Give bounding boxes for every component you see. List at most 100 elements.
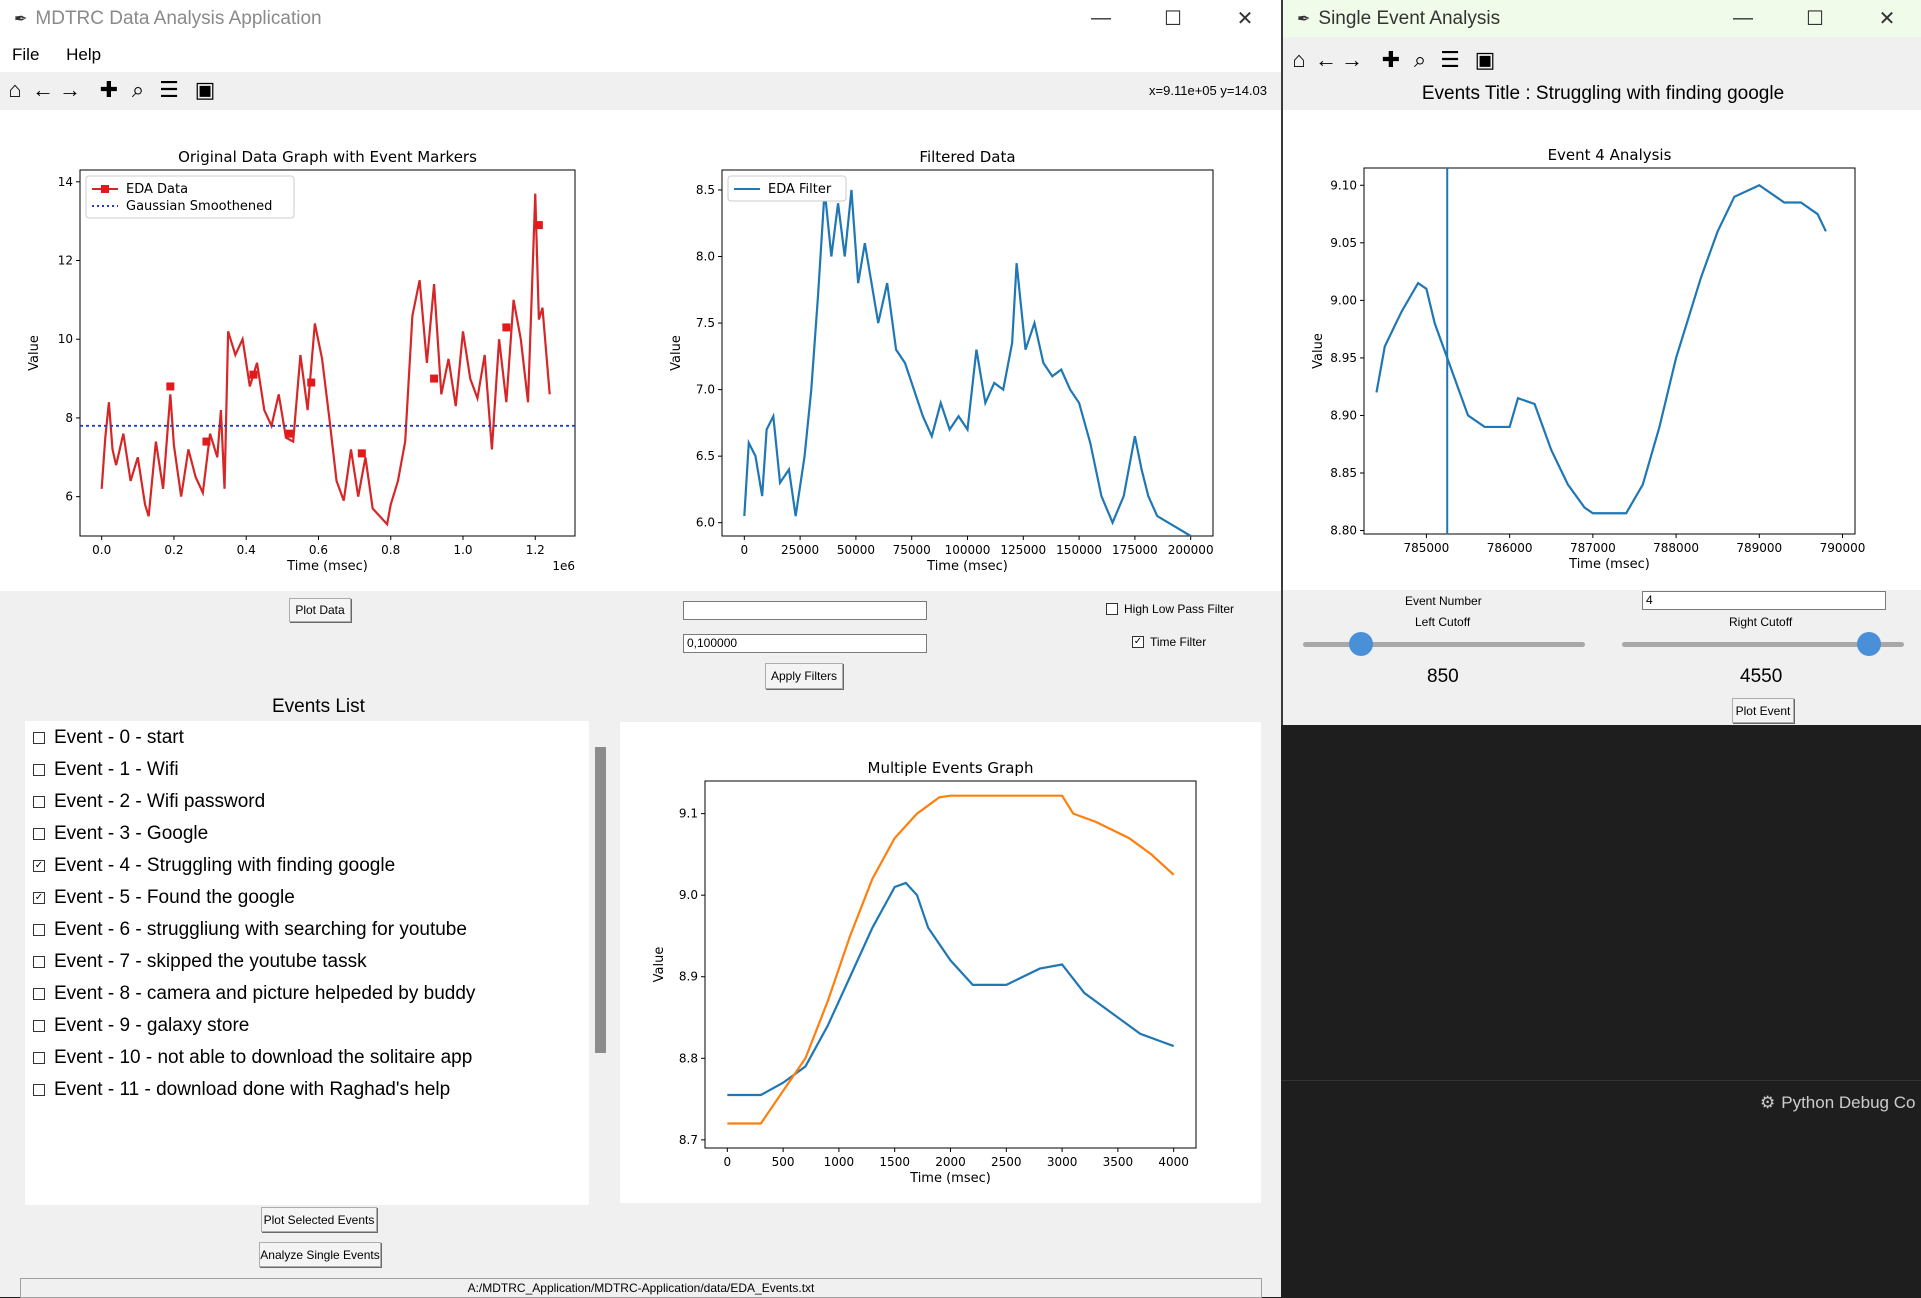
filter-entry-1[interactable]: [683, 601, 927, 620]
list-item[interactable]: Event - 10 - not able to download the so…: [33, 1047, 472, 1069]
event-checkbox[interactable]: ✓: [33, 892, 45, 904]
multiple-events-chart: Multiple Events Graph 0 500 1000 1500 2000 250…: [652, 759, 1197, 1186]
home-icon[interactable]: ⌂: [1292, 47, 1306, 72]
event-marker: [307, 378, 316, 387]
pan-icon[interactable]: ✚: [1381, 47, 1401, 72]
event-checkbox[interactable]: [33, 924, 45, 936]
pan-icon[interactable]: ✚: [99, 77, 119, 102]
events-scrollbar[interactable]: [595, 747, 606, 1053]
list-item[interactable]: Event - 1 - Wifi: [33, 759, 179, 781]
minimize-icon[interactable]: —: [1091, 7, 1111, 29]
python-debug-status[interactable]: ⚙ Python Debug Co: [1760, 1093, 1915, 1113]
event-analysis-chart: Event 4 Analysis 785000 786000 787000 788000…: [1311, 146, 1865, 572]
x-tick-label: 0.0: [92, 543, 111, 557]
event-checkbox[interactable]: [33, 828, 45, 840]
plot-event-button[interactable]: Plot Event: [1732, 698, 1794, 723]
event-label: Event - 5 - Found the google: [54, 887, 295, 908]
right-cutoff-slider[interactable]: [1622, 632, 1904, 656]
event-label: Event - 7 - skipped the youtube tassk: [54, 951, 367, 972]
x-axis-label: Time (msec): [1568, 557, 1650, 572]
menu-file[interactable]: File: [12, 45, 40, 64]
plot-data-button[interactable]: Plot Data: [289, 598, 351, 622]
event-label: Event - 2 - Wifi password: [54, 791, 266, 812]
series-line: [727, 881, 1175, 1097]
main-window: ✒ MDTRC Data Analysis Application — ☐ ✕ …: [0, 0, 1281, 1298]
list-item[interactable]: Event - 3 - Google: [33, 823, 208, 845]
event-checkbox[interactable]: [33, 956, 45, 968]
x-tick-label: 200000: [1168, 543, 1214, 557]
list-item[interactable]: Event - 0 - start: [33, 727, 184, 749]
legend-label: EDA Filter: [768, 182, 832, 197]
chart-title: Original Data Graph with Event Markers: [178, 148, 477, 166]
y-tick-label: 8.0: [696, 250, 715, 264]
home-icon[interactable]: ⌂: [8, 77, 22, 102]
event-number-input[interactable]: 4: [1642, 591, 1886, 610]
list-item[interactable]: Event - 7 - skipped the youtube tassk: [33, 951, 367, 973]
x-tick-label: 125000: [1000, 543, 1046, 557]
event-marker: [430, 374, 439, 383]
back-arrow-icon[interactable]: ←: [32, 77, 54, 102]
y-axis-label: Value: [1311, 333, 1326, 369]
left-cutoff-slider[interactable]: [1303, 632, 1585, 656]
events-list[interactable]: Event - 0 - start Event - 1 - Wifi Event -…: [25, 721, 589, 1205]
minimize-icon[interactable]: —: [1733, 7, 1753, 29]
list-item[interactable]: Event - 11 - download done with Raghad's…: [33, 1079, 450, 1101]
forward-arrow-icon[interactable]: →: [1341, 47, 1363, 72]
forward-arrow-icon[interactable]: →: [59, 77, 81, 102]
configure-subplots-icon[interactable]: ☰: [159, 77, 179, 102]
list-item[interactable]: ✓ Event - 4 - Struggling with finding goo…: [33, 855, 395, 877]
plot-frame: [1363, 167, 1856, 535]
plot-selected-events-button[interactable]: Plot Selected Events: [261, 1207, 377, 1232]
event-checkbox[interactable]: [33, 1052, 45, 1064]
slider-handle[interactable]: [1349, 632, 1374, 656]
event-checkbox[interactable]: [33, 1020, 45, 1032]
y-tick-label: 14: [58, 175, 73, 189]
analyze-single-events-button[interactable]: Analyze Single Events: [259, 1242, 381, 1267]
slider-handle[interactable]: [1856, 632, 1881, 656]
event-checkbox[interactable]: [33, 732, 45, 744]
event-checkbox[interactable]: ✓: [33, 860, 45, 872]
legend: [727, 175, 847, 202]
maximize-icon[interactable]: ☐: [1806, 8, 1824, 30]
event-checkbox[interactable]: [33, 764, 45, 776]
y-axis-label: Value: [669, 335, 684, 371]
close-icon[interactable]: ✕: [1878, 8, 1896, 30]
list-item[interactable]: Event - 6 - struggliung with searching f…: [33, 919, 467, 941]
x-tick-label: 0.4: [237, 543, 256, 557]
x-tick-label: 25000: [781, 543, 819, 557]
list-item[interactable]: Event - 2 - Wifi password: [33, 791, 265, 813]
zoom-icon[interactable]: ⌕: [131, 77, 145, 102]
list-item[interactable]: Event - 9 - galaxy store: [33, 1015, 249, 1037]
high-low-pass-checkbox[interactable]: High Low Pass Filter: [1106, 602, 1234, 616]
zoom-icon[interactable]: ⌕: [1413, 47, 1427, 72]
event-label: Event - 4 - Struggling with finding goog…: [54, 855, 396, 876]
save-icon[interactable]: ▣: [1474, 47, 1496, 72]
save-icon[interactable]: ▣: [194, 77, 216, 102]
event-label: Event - 0 - start: [54, 727, 184, 748]
high-low-pass-label: High Low Pass Filter: [1124, 602, 1235, 616]
high-low-pass-box[interactable]: [1106, 603, 1118, 615]
close-icon[interactable]: ✕: [1236, 8, 1254, 30]
x-tick-label: 75000: [893, 543, 931, 557]
time-filter-box[interactable]: ✓: [1132, 636, 1144, 648]
slider-track[interactable]: [1622, 642, 1904, 647]
list-item[interactable]: Event - 8 - camera and picture helpeded …: [33, 983, 475, 1005]
slider-track[interactable]: [1303, 642, 1585, 647]
event-checkbox[interactable]: [33, 796, 45, 808]
y-tick-label: 9.0: [679, 888, 698, 902]
list-item[interactable]: ✓ Event - 5 - Found the google: [33, 887, 295, 909]
event-checkbox[interactable]: [33, 1084, 45, 1096]
event-marker: [166, 382, 175, 391]
left-cutoff-value: 850: [1427, 666, 1459, 687]
back-arrow-icon[interactable]: ←: [1315, 47, 1337, 72]
y-tick-label: 8.9: [679, 970, 698, 984]
filter-entry-2[interactable]: 0,100000: [683, 634, 927, 653]
menu-help[interactable]: Help: [66, 45, 102, 64]
x-axis-label: Time (msec): [926, 559, 1008, 574]
configure-subplots-icon[interactable]: ☰: [1440, 47, 1460, 72]
series-line: [727, 794, 1175, 1125]
event-checkbox[interactable]: [33, 988, 45, 1000]
time-filter-checkbox[interactable]: ✓ Time Filter: [1132, 635, 1206, 649]
apply-filters-button[interactable]: Apply Filters: [765, 663, 843, 689]
maximize-icon[interactable]: ☐: [1164, 8, 1182, 30]
